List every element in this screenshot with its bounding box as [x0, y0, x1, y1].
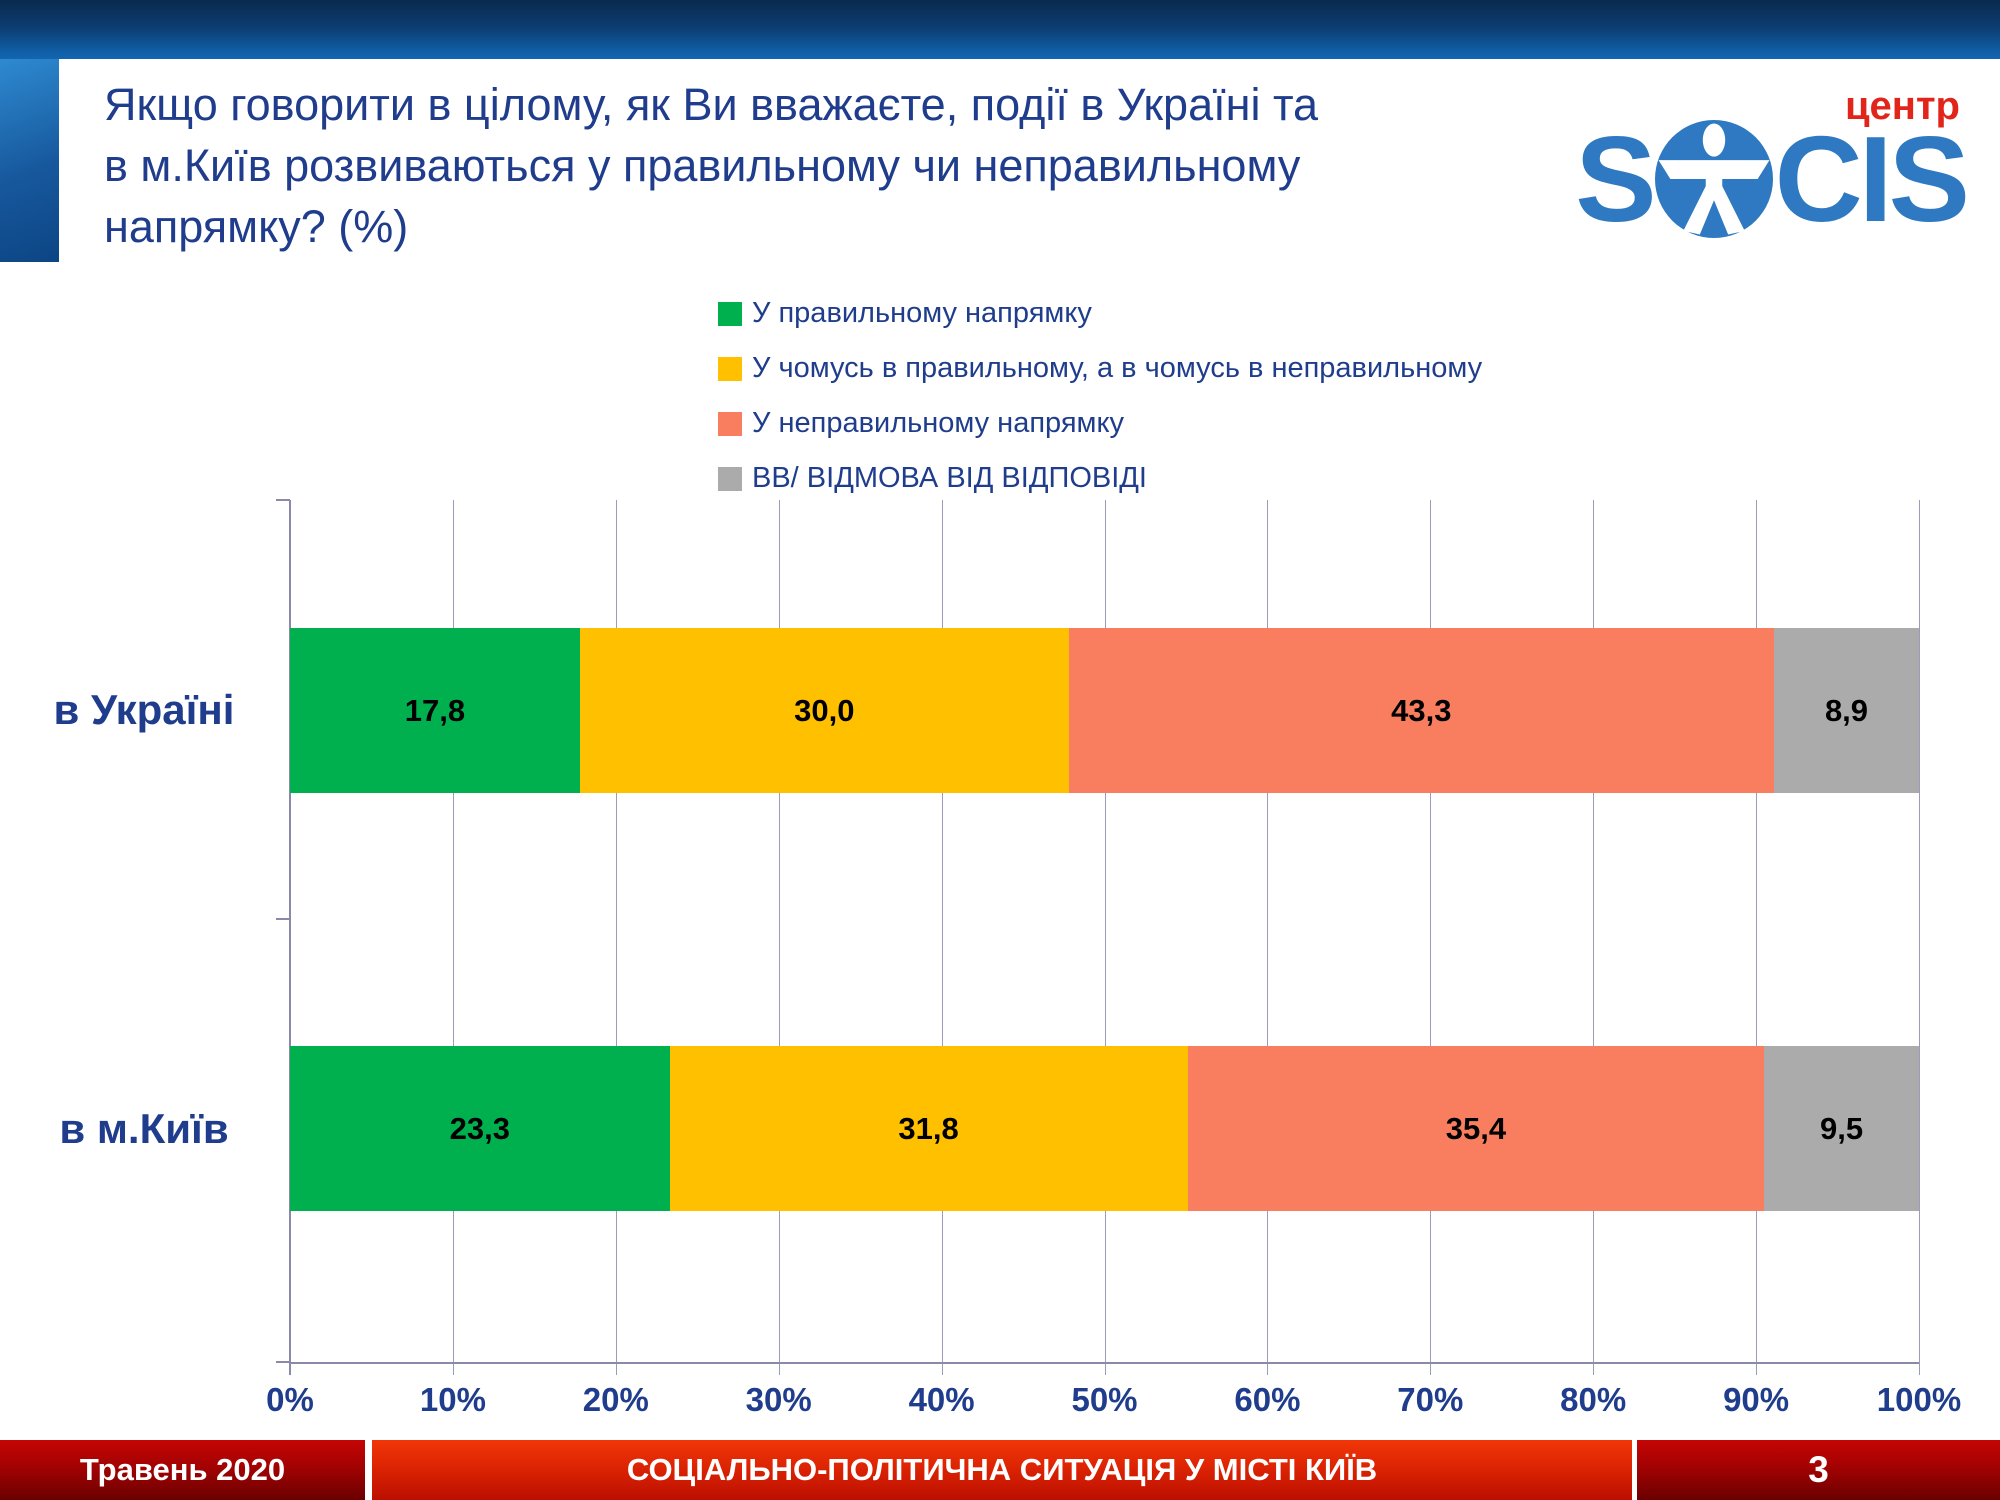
x-tick-label: 10% [419, 1381, 486, 1418]
bar-segment: 9,5 [1764, 1046, 1919, 1211]
gridline [1756, 500, 1758, 1375]
footer-title: СОЦІАЛЬНО-ПОЛІТИЧНА СИТУАЦІЯ У МІСТІ КИЇ… [626, 1452, 1378, 1487]
x-tick-label: 0% [266, 1381, 314, 1418]
slide-title: Якщо говорити в цілому, як Ви вважаєте, … [104, 74, 1564, 257]
plot-area: 17,8 30,0 43,3 8,9 23,3 31,8 35,4 9,5 [276, 499, 1920, 1375]
bar-row: 17,8 30,0 43,3 8,9 [290, 628, 1919, 793]
category-label-kyiv: в м.Київ [59, 1105, 229, 1152]
logo-word: S CIS [1556, 111, 1970, 247]
gridline [1919, 500, 1920, 1375]
legend-swatch-salmon [718, 411, 742, 436]
legend-label: ВВ/ ВІДМОВА ВІД ВІДПОВІДІ [752, 462, 1147, 494]
category-label-ukraine: в Україні [53, 686, 235, 733]
legend-item: У неправильному напрямку [718, 396, 1482, 451]
bar-segment: 43,3 [1068, 628, 1774, 793]
gridline [941, 500, 943, 1375]
gridline [1104, 500, 1106, 1375]
gridline [1593, 500, 1595, 1375]
x-tick-label: 80% [1560, 1381, 1627, 1418]
gridline [1430, 500, 1432, 1375]
footer-title-box: СОЦІАЛЬНО-ПОЛІТИЧНА СИТУАЦІЯ У МІСТІ КИЇ… [372, 1440, 1632, 1500]
bar-segment: 23,3 [290, 1046, 670, 1211]
x-tick-label: 50% [1071, 1381, 1138, 1418]
legend-item: У чомусь в правильному, а в чомусь в неп… [718, 341, 1482, 396]
gridline [615, 500, 617, 1375]
x-tick-label: 90% [1723, 1381, 1790, 1418]
bar-segment: 8,9 [1774, 628, 1919, 793]
footer-date: Травень 2020 [79, 1452, 286, 1487]
legend-label: У неправильному напрямку [752, 407, 1124, 439]
bar-row: 23,3 31,8 35,4 9,5 [290, 1046, 1919, 1211]
legend-label: У чомусь в правильному, а в чомусь в неп… [752, 352, 1483, 384]
legend-swatch-yellow [718, 356, 742, 381]
legend-item: ВВ/ ВІДМОВА ВІД ВІДПОВІДІ [718, 451, 1482, 506]
socis-logo: центр S CIS [1556, 84, 1970, 247]
gridline [778, 500, 780, 1375]
bar-segment: 30,0 [579, 628, 1069, 793]
x-axis-line [290, 1362, 1919, 1364]
y-axis-tick [276, 918, 290, 920]
bar-value-label: 23,3 [449, 1110, 510, 1146]
y-axis-line [289, 500, 291, 1375]
logo-letter-s: S [1575, 111, 1656, 247]
legend-swatch-gray [718, 466, 742, 491]
x-tick-label: 70% [1397, 1381, 1464, 1418]
legend-swatch-green [718, 301, 742, 326]
gridline [452, 500, 454, 1375]
title-line-3: напрямку? (%) [104, 201, 409, 252]
footer-date-box: Травень 2020 [0, 1440, 365, 1500]
bar-segment: 35,4 [1187, 1046, 1765, 1211]
footer-page-box: 3 [1637, 1440, 2000, 1500]
logo-letters-cis: CIS [1774, 111, 1970, 247]
page-number: 3 [1808, 1449, 1829, 1490]
legend-label: У правильному напрямку [752, 297, 1092, 329]
legend-item: У правильному напрямку [718, 286, 1482, 341]
bar-value-label: 9,5 [1820, 1110, 1864, 1146]
top-banner [0, 0, 2000, 59]
title-line-1: Якщо говорити в цілому, як Ви вважаєте, … [104, 79, 1319, 130]
x-tick-label: 30% [745, 1381, 812, 1418]
y-axis-tick [276, 1361, 290, 1363]
vitruvian-man-icon [1654, 120, 1773, 238]
x-axis-labels: 0% 10% 20% 30% 40% 50% 60% 70% 80% 90% 100% [266, 1381, 1961, 1421]
bar-segment: 17,8 [290, 628, 580, 793]
title-line-2: в м.Київ розвиваються у правильному чи н… [104, 140, 1301, 191]
gridline [1267, 500, 1269, 1375]
bar-value-label: 8,9 [1824, 692, 1869, 728]
logo-tagline: центр [1844, 84, 1960, 128]
bar-value-label: 31,8 [898, 1110, 959, 1146]
x-tick-label: 40% [908, 1381, 975, 1418]
x-tick-label: 60% [1234, 1381, 1301, 1418]
x-tick-label: 20% [582, 1381, 649, 1418]
bar-value-label: 30,0 [794, 692, 855, 728]
left-accent-stripe [0, 59, 59, 262]
chart-legend: У правильному напрямку У чомусь в правил… [718, 286, 1482, 506]
y-axis-tick [276, 499, 290, 501]
bar-value-label: 35,4 [1445, 1110, 1507, 1146]
bar-segment: 31,8 [669, 1046, 1188, 1211]
bar-value-label: 17,8 [404, 692, 466, 728]
bar-value-label: 43,3 [1391, 692, 1452, 728]
x-tick-label: 100% [1876, 1381, 1962, 1418]
